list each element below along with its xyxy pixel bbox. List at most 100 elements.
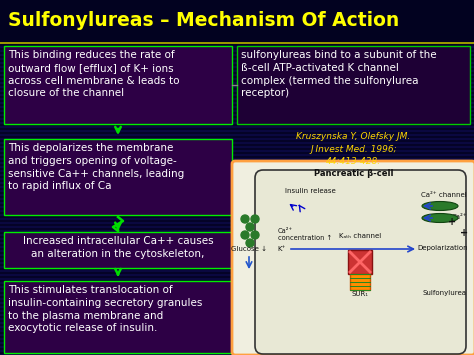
Bar bbox=[0, 156, 474, 158]
Bar bbox=[348, 250, 372, 274]
Text: SUR₁: SUR₁ bbox=[352, 291, 368, 297]
Bar bbox=[0, 276, 474, 278]
Bar bbox=[0, 296, 474, 298]
Bar bbox=[0, 184, 474, 186]
Bar bbox=[0, 352, 474, 354]
Bar bbox=[0, 68, 474, 70]
Text: This depolarizes the membrane
and triggers opening of voltage-
sensitive Ca++ ch: This depolarizes the membrane and trigge… bbox=[8, 143, 184, 191]
Bar bbox=[0, 76, 474, 78]
Text: Sulfonylureas – Mechanism Of Action: Sulfonylureas – Mechanism Of Action bbox=[8, 11, 399, 31]
FancyBboxPatch shape bbox=[4, 139, 232, 215]
Bar bbox=[0, 232, 474, 234]
Bar bbox=[0, 20, 474, 22]
Bar bbox=[0, 228, 474, 230]
Text: Kruszynska Y, Olefsky JM.
J Invest Med. 1996;
44:413-428.: Kruszynska Y, Olefsky JM. J Invest Med. … bbox=[296, 132, 410, 166]
FancyBboxPatch shape bbox=[255, 170, 466, 354]
Bar bbox=[0, 28, 474, 30]
Bar bbox=[0, 40, 474, 42]
Circle shape bbox=[251, 231, 259, 239]
Bar bbox=[0, 144, 474, 146]
Bar bbox=[350, 274, 370, 290]
Bar bbox=[0, 344, 474, 346]
Circle shape bbox=[241, 215, 249, 223]
Bar bbox=[0, 140, 474, 142]
Bar bbox=[0, 236, 474, 238]
FancyBboxPatch shape bbox=[237, 46, 470, 124]
Circle shape bbox=[246, 223, 254, 231]
Bar bbox=[0, 220, 474, 222]
Bar bbox=[0, 268, 474, 270]
Circle shape bbox=[251, 215, 259, 223]
Bar bbox=[0, 24, 474, 26]
FancyBboxPatch shape bbox=[4, 281, 232, 353]
Bar bbox=[0, 328, 474, 330]
Bar bbox=[0, 148, 474, 150]
Bar bbox=[0, 80, 474, 82]
Bar bbox=[0, 292, 474, 294]
Bar bbox=[0, 332, 474, 334]
Bar bbox=[0, 4, 474, 6]
Bar bbox=[0, 108, 474, 110]
Bar bbox=[0, 192, 474, 194]
Bar bbox=[0, 272, 474, 274]
Bar bbox=[0, 100, 474, 102]
Bar bbox=[0, 160, 474, 162]
Bar bbox=[0, 56, 474, 58]
Bar bbox=[0, 324, 474, 326]
Bar bbox=[0, 248, 474, 250]
Bar bbox=[0, 32, 474, 34]
Ellipse shape bbox=[422, 202, 458, 211]
Bar bbox=[0, 168, 474, 170]
Text: This binding reduces the rate of
outward flow [efflux] of K+ ions
across cell me: This binding reduces the rate of outward… bbox=[8, 50, 180, 98]
Bar bbox=[0, 112, 474, 114]
Bar bbox=[0, 104, 474, 106]
Bar bbox=[0, 180, 474, 182]
FancyBboxPatch shape bbox=[4, 232, 232, 268]
Text: This stimulates translocation of
insulin-containing secretory granules
to the pl: This stimulates translocation of insulin… bbox=[8, 285, 202, 333]
Bar bbox=[0, 60, 474, 62]
Text: Glucose ↓: Glucose ↓ bbox=[231, 246, 267, 252]
Bar bbox=[0, 0, 474, 2]
Bar bbox=[0, 256, 474, 258]
Text: +: + bbox=[460, 228, 468, 238]
Bar bbox=[0, 96, 474, 98]
Bar bbox=[0, 48, 474, 50]
Bar bbox=[0, 288, 474, 290]
Bar bbox=[0, 196, 474, 198]
Text: Sulfonylurea: Sulfonylurea bbox=[423, 290, 467, 296]
Circle shape bbox=[241, 231, 249, 239]
Text: Pancreatic β-cell: Pancreatic β-cell bbox=[314, 169, 393, 178]
Bar bbox=[0, 36, 474, 38]
Bar bbox=[0, 120, 474, 122]
FancyBboxPatch shape bbox=[232, 161, 474, 355]
Bar bbox=[0, 52, 474, 54]
Bar bbox=[0, 212, 474, 214]
Bar bbox=[0, 42, 474, 44]
Text: +: + bbox=[448, 217, 456, 227]
Bar bbox=[0, 72, 474, 74]
Bar bbox=[0, 200, 474, 202]
Bar bbox=[0, 264, 474, 266]
Bar bbox=[0, 284, 474, 286]
Text: K⁺: K⁺ bbox=[278, 246, 286, 252]
Text: Ca²⁺ channel: Ca²⁺ channel bbox=[421, 192, 467, 198]
Text: Depolarization: Depolarization bbox=[418, 245, 468, 251]
Bar bbox=[0, 280, 474, 282]
Text: sulfonylureas bind to a subunit of the
ß-cell ATP-activated K channel
complex (t: sulfonylureas bind to a subunit of the ß… bbox=[241, 50, 437, 98]
Bar bbox=[0, 152, 474, 154]
Bar bbox=[0, 204, 474, 206]
Text: Insulin release: Insulin release bbox=[285, 188, 336, 194]
Bar bbox=[0, 128, 474, 130]
Bar bbox=[0, 92, 474, 94]
Bar bbox=[0, 224, 474, 226]
Bar bbox=[0, 260, 474, 262]
Bar bbox=[0, 64, 474, 66]
Bar bbox=[0, 308, 474, 310]
Bar bbox=[0, 312, 474, 314]
Bar bbox=[0, 136, 474, 138]
Bar bbox=[0, 0, 474, 42]
Bar bbox=[0, 84, 474, 86]
Bar bbox=[0, 300, 474, 302]
Bar bbox=[0, 208, 474, 210]
Bar bbox=[0, 348, 474, 350]
